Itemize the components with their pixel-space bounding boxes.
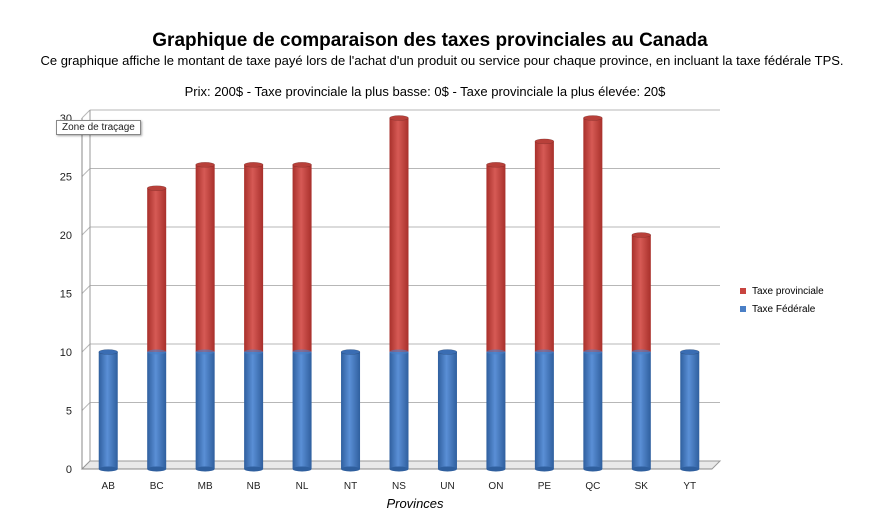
bar-provincial-seam (147, 349, 167, 355)
bar-provincial-seam (534, 349, 554, 355)
bar-top-cap (680, 349, 700, 355)
bar-top-cap (631, 232, 652, 238)
y-tick-label: 10 (60, 347, 72, 359)
bar-federal-base (98, 466, 118, 472)
legend-item-provincial: Taxe provinciale (740, 282, 824, 300)
gridline-depth (81, 343, 91, 353)
bar-federal-base (244, 466, 264, 472)
x-tick-label: ON (488, 481, 503, 492)
x-tick-label: NS (392, 481, 406, 492)
bar-provincial-seam (195, 349, 215, 355)
chart-note: Prix: 200$ - Taxe provinciale la plus ba… (184, 84, 666, 99)
bar-federal-base (147, 466, 167, 472)
x-tick-label: MB (198, 481, 213, 492)
bar-federal (341, 352, 361, 469)
chart-subtitle: Ce graphique affiche le montant de taxe … (40, 53, 844, 68)
gridline-depth (81, 226, 91, 236)
bar-top-cap (292, 162, 312, 168)
bar-top-cap (583, 115, 603, 121)
bar-provincial-seam (244, 349, 264, 355)
y-tick-label: 0 (66, 464, 72, 476)
bar-top-cap (195, 162, 215, 168)
x-tick-label: SK (635, 481, 649, 492)
legend-label-federal: Taxe Fédérale (752, 303, 816, 315)
bar-provincial (534, 141, 554, 352)
bar-federal (244, 352, 264, 469)
x-tick-label: AB (102, 481, 116, 492)
x-tick-label: PE (538, 481, 552, 492)
bar-federal (98, 352, 118, 469)
bar-provincial-seam (583, 349, 603, 355)
bar-federal-base (292, 466, 312, 472)
bar-provincial (389, 118, 409, 352)
bar-top-cap (340, 349, 361, 355)
bar-federal-base (389, 466, 409, 472)
bar-federal (195, 352, 215, 469)
bar-top-cap (243, 162, 264, 168)
x-tick-label: NL (296, 481, 309, 492)
gridline-depth (81, 285, 91, 294)
y-tick-label: 25 (60, 172, 72, 184)
bar-top-cap (437, 349, 458, 355)
bar-top-cap (534, 138, 555, 145)
legend-swatch-federal (740, 306, 746, 312)
y-tick-label: 5 (66, 406, 72, 418)
x-tick-label: QC (585, 481, 600, 492)
bar-federal-base (680, 466, 700, 472)
bar-provincial (292, 164, 312, 352)
bar-federal (292, 352, 312, 469)
plot-area-tooltip: Zone de traçage (56, 120, 141, 135)
bar-provincial (486, 164, 506, 352)
y-tick-label: 15 (60, 289, 72, 301)
bar-federal-base (195, 466, 215, 472)
bar-federal-base (437, 466, 457, 472)
y-tick-label: 20 (60, 230, 72, 242)
bar-provincial-seam (631, 349, 651, 355)
bar-provincial (147, 188, 167, 352)
bar-top-cap (389, 115, 409, 121)
bar-provincial (631, 235, 651, 352)
bar-federal-base (341, 466, 361, 472)
bar-federal-base (631, 466, 651, 472)
legend-swatch-provincial (740, 288, 746, 294)
bar-federal (437, 352, 457, 469)
bar-federal (680, 352, 700, 469)
bar-federal (583, 352, 603, 469)
bar-federal (631, 352, 651, 469)
bar-federal-base (486, 466, 506, 472)
legend-label-provincial: Taxe provinciale (752, 285, 824, 297)
x-tick-label: YT (683, 481, 696, 492)
bar-federal-base (583, 466, 603, 472)
bar-provincial-seam (389, 349, 409, 355)
bar-federal (534, 352, 554, 469)
bar-federal-base (534, 466, 554, 472)
gridline-depth (81, 109, 91, 119)
x-tick-label: NT (344, 481, 357, 492)
legend-item-federal: Taxe Fédérale (740, 300, 824, 318)
legend: Taxe provinciale Taxe Fédérale (740, 282, 824, 318)
chart-title: Graphique de comparaison des taxes provi… (152, 30, 708, 51)
bar-provincial (583, 118, 603, 352)
bar-provincial (195, 164, 215, 352)
x-tick-label: BC (150, 481, 164, 492)
bar-top-cap (486, 162, 506, 168)
x-tick-label: UN (440, 481, 454, 492)
x-axis-label: Provinces (386, 496, 444, 511)
bar-provincial-seam (486, 349, 506, 355)
x-tick-label: NB (247, 481, 261, 492)
bar-provincial-seam (292, 349, 312, 355)
gridline-depth (81, 402, 91, 411)
gridline-depth (81, 168, 91, 177)
bar-top-cap (146, 185, 167, 191)
bar-provincial (244, 164, 264, 352)
bar-top-cap (98, 349, 118, 355)
bar-federal (486, 352, 506, 469)
bar-federal (147, 352, 167, 469)
bar-federal (389, 352, 409, 469)
